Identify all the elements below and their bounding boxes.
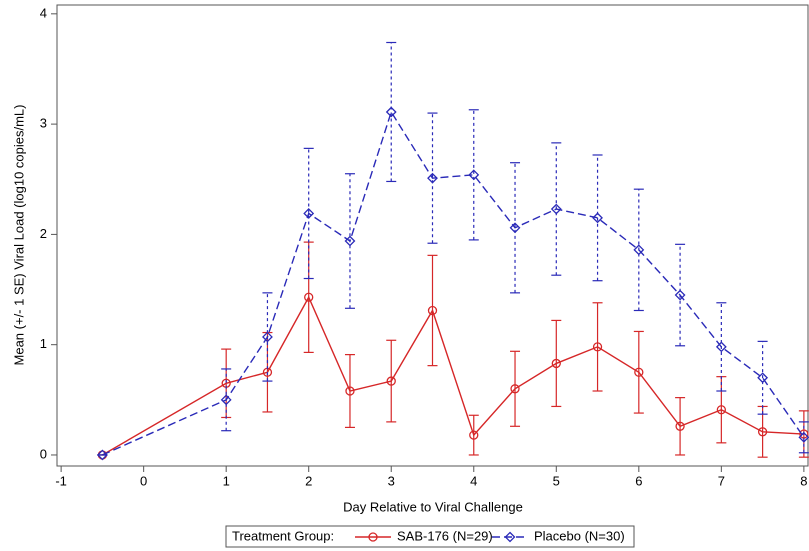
marker: [551, 358, 561, 369]
marker: [633, 244, 645, 256]
marker: [674, 289, 686, 301]
marker: [304, 292, 314, 302]
marker: [469, 430, 479, 440]
x-axis-label: Day Relative to Viral Challenge: [343, 499, 523, 514]
marker: [427, 172, 438, 184]
marker: [550, 203, 562, 215]
marker: [345, 386, 355, 396]
marker: [715, 341, 727, 353]
marker: [675, 421, 685, 431]
x-tick-label: 7: [718, 473, 725, 488]
y-axis-label: Mean (+/- 1 SE) Viral Load (log10 copies…: [11, 105, 26, 366]
marker: [220, 394, 232, 406]
marker: [386, 376, 396, 386]
marker: [344, 235, 356, 247]
legend-box: [225, 525, 635, 548]
y-tick-label: 3: [40, 116, 47, 131]
legend-title: Treatment Group:: [232, 528, 334, 543]
x-tick-label: 1: [223, 473, 230, 488]
marker: [262, 331, 273, 343]
y-tick-label: 2: [40, 226, 47, 241]
marker: [510, 384, 520, 394]
legend-marker: [368, 532, 378, 542]
marker: [96, 449, 108, 461]
marker: [303, 208, 315, 219]
marker: [798, 431, 809, 443]
x-tick-label: 3: [388, 473, 395, 488]
y-tick-label: 0: [40, 446, 47, 461]
marker: [468, 169, 480, 181]
marker: [509, 222, 521, 234]
marker: [592, 342, 603, 352]
marker: [592, 212, 603, 224]
y-tick-label: 1: [40, 336, 47, 351]
legend-label: Placebo (N=30): [534, 528, 625, 543]
marker: [385, 106, 397, 118]
legend-marker: [504, 531, 516, 543]
marker: [634, 367, 644, 377]
legend-label: SAB-176 (N=29): [397, 528, 493, 543]
x-tick-label: 2: [305, 473, 312, 488]
x-tick-label: -1: [55, 473, 67, 488]
plot-frame: [56, 4, 809, 467]
marker: [716, 405, 726, 415]
y-tick-label: 4: [40, 5, 47, 20]
marker: [757, 427, 768, 437]
marker: [757, 372, 769, 384]
x-tick-label: 6: [635, 473, 642, 488]
marker: [427, 305, 438, 316]
x-tick-label: 5: [553, 473, 560, 488]
x-tick-label: 4: [470, 473, 477, 488]
x-tick-label: 8: [800, 473, 807, 488]
x-tick-label: 0: [140, 473, 147, 488]
series-line: [102, 110, 805, 456]
series-line: [102, 295, 804, 456]
